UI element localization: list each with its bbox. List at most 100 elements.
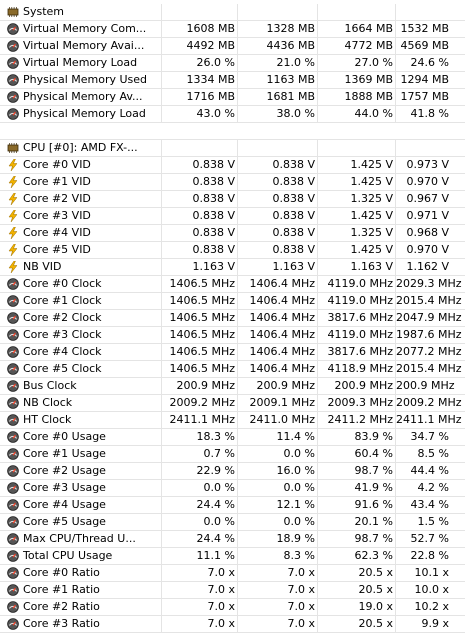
sensor-name-cell: Core #1 Ratio (0, 582, 162, 598)
sensor-row[interactable]: Physical Memory Load 43.0 % 38.0 % 44.0 % 41… (0, 106, 465, 123)
sensor-row[interactable]: Core #0 Clock 1406.5 MHz 1406.4 MHz 4119.0 … (0, 276, 465, 293)
sensor-row[interactable]: Core #3 Clock 1406.5 MHz 1406.4 MHz 4119.0 … (0, 327, 465, 344)
sensor-label: Core #0 Usage (23, 430, 106, 443)
sensor-row[interactable]: NB Clock 2009.2 MHz 2009.1 MHz 2009.3 MHz 20… (0, 395, 465, 412)
minimum-value: 0.838 V (238, 208, 318, 224)
group-header-row[interactable]: System (0, 4, 465, 21)
sensor-row[interactable]: Virtual Memory Avai... 4492 MB 4436 MB 4772… (0, 38, 465, 55)
maximum-value: 98.7 % (318, 531, 396, 547)
sensor-row[interactable]: Core #4 Clock 1406.5 MHz 1406.4 MHz 3817.6 … (0, 344, 465, 361)
sensor-row[interactable]: Core #5 VID 0.838 V 0.838 V 1.425 V 0.970 V (0, 242, 465, 259)
sensor-row[interactable]: Core #3 VID 0.838 V 0.838 V 1.425 V 0.971 V (0, 208, 465, 225)
sensor-label: Core #4 Usage (23, 498, 106, 511)
maximum-value: 4118.9 MHz (318, 361, 396, 377)
sensor-row[interactable]: Core #1 Usage 0.7 % 0.0 % 60.4 % 8.5 % (0, 446, 465, 463)
average-value: 41.8 % (410, 107, 449, 120)
sensor-row[interactable]: Physical Memory Used 1334 MB 1163 MB 1369 M… (0, 72, 465, 89)
sensor-row[interactable]: Core #1 Ratio 7.0 x 7.0 x 20.5 x 10.0 x (0, 582, 465, 599)
sensor-row[interactable]: Core #1 Clock 1406.5 MHz 1406.4 MHz 4119.0 … (0, 293, 465, 310)
sensor-row[interactable]: Virtual Memory Load 26.0 % 21.0 % 27.0 % 24.… (0, 55, 465, 72)
clock-gauge-icon (7, 312, 19, 324)
sensor-name-cell: Core #3 Ratio (0, 616, 162, 632)
minimum-value: 1.163 V (238, 259, 318, 275)
sensor-name-cell: System (0, 4, 162, 20)
minimum-value: 0.838 V (238, 242, 318, 258)
sensor-row[interactable]: Core #2 VID 0.838 V 0.838 V 1.325 V 0.967 V (0, 191, 465, 208)
sensor-name-cell: Virtual Memory Load (0, 55, 162, 71)
sensor-row[interactable]: Core #2 Ratio 7.0 x 7.0 x 19.0 x 10.2 x (0, 599, 465, 616)
maximum-value: 1.425 V (318, 242, 396, 258)
current-value: 1406.5 MHz (162, 310, 238, 326)
group-header-row[interactable]: CPU [#0]: AMD FX-... (0, 140, 465, 157)
system-chip-icon (7, 6, 19, 18)
cpu-chip-icon (7, 142, 19, 154)
sensor-row[interactable]: Core #5 Usage 0.0 % 0.0 % 20.1 % 1.5 % (0, 514, 465, 531)
sensor-name-cell: Core #0 Ratio (0, 565, 162, 581)
maximum-value: 1369 MB (318, 72, 396, 88)
sensor-name-cell: Total CPU Usage (0, 548, 162, 564)
sensor-row[interactable]: HT Clock 2411.1 MHz 2411.0 MHz 2411.2 MHz 24… (0, 412, 465, 429)
sensor-row[interactable]: Core #3 Ratio 7.0 x 7.0 x 20.5 x 9.9 x (0, 616, 465, 633)
current-value: 1406.5 MHz (162, 327, 238, 343)
current-value: 0.0 % (162, 514, 238, 530)
current-value: 1406.5 MHz (162, 361, 238, 377)
sensor-row[interactable]: Core #4 VID 0.838 V 0.838 V 1.325 V 0.968 V (0, 225, 465, 242)
sensor-name-cell: NB VID (0, 259, 162, 275)
sensor-name-cell: Physical Memory Used (0, 72, 162, 88)
current-value: 7.0 x (162, 616, 238, 632)
average-value: 200.9 MHz (396, 379, 455, 392)
maximum-value: 60.4 % (318, 446, 396, 462)
maximum-value: 1.425 V (318, 157, 396, 173)
current-value: 22.9 % (162, 463, 238, 479)
sensor-row[interactable]: NB VID 1.163 V 1.163 V 1.163 V 1.162 V (0, 259, 465, 276)
sensor-row[interactable]: Core #0 Usage 18.3 % 11.4 % 83.9 % 34.7 % (0, 429, 465, 446)
sensor-row[interactable]: Virtual Memory Com... 1608 MB 1328 MB 1664 … (0, 21, 465, 38)
sensor-row[interactable]: Core #0 VID 0.838 V 0.838 V 1.425 V 0.973 V (0, 157, 465, 174)
sensor-name-cell: Core #3 Clock (0, 327, 162, 343)
usage-gauge-icon (7, 550, 19, 562)
minimum-value: 1406.4 MHz (238, 310, 318, 326)
sensor-name-cell: Core #0 Clock (0, 276, 162, 292)
maximum-value (318, 140, 396, 156)
sensor-row[interactable]: Core #0 Ratio 7.0 x 7.0 x 20.5 x 10.1 x (0, 565, 465, 582)
sensor-row[interactable]: Physical Memory Av... 1716 MB 1681 MB 1888 … (0, 89, 465, 106)
maximum-value: 62.3 % (318, 548, 396, 564)
sensor-row[interactable]: Core #2 Usage 22.9 % 16.0 % 98.7 % 44.4 % (0, 463, 465, 480)
voltage-bolt-icon (7, 158, 19, 172)
sensor-label: Physical Memory Av... (23, 90, 143, 103)
sensor-row[interactable]: Total CPU Usage 11.1 % 8.3 % 62.3 % 22.8 % (0, 548, 465, 565)
current-value: 0.838 V (162, 242, 238, 258)
sensor-row[interactable]: Core #4 Usage 24.4 % 12.1 % 91.6 % 43.4 % (0, 497, 465, 514)
average-value: 2015.4 MHz (396, 294, 462, 307)
maximum-value: 1.425 V (318, 174, 396, 190)
sensor-row[interactable]: Core #1 VID 0.838 V 0.838 V 1.425 V 0.970 V (0, 174, 465, 191)
maximum-value: 41.9 % (318, 480, 396, 496)
sensor-label: NB Clock (23, 396, 73, 409)
minimum-value: 8.3 % (238, 548, 318, 564)
average-value: 2411.1 MHz (396, 413, 462, 426)
average-value: 10.0 x (414, 583, 450, 596)
minimum-value: 200.9 MHz (238, 378, 318, 394)
memory-gauge-icon (7, 57, 19, 69)
average-value: 44.4 % (410, 464, 449, 477)
sensor-row[interactable]: Core #5 Clock 1406.5 MHz 1406.4 MHz 4118.9 … (0, 361, 465, 378)
sensor-label: Core #1 VID (23, 175, 91, 188)
maximum-value: 2411.2 MHz (318, 412, 396, 428)
minimum-value: 11.4 % (238, 429, 318, 445)
maximum-value: 91.6 % (318, 497, 396, 513)
sensor-row[interactable]: Core #2 Clock 1406.5 MHz 1406.4 MHz 3817.6 … (0, 310, 465, 327)
sensor-row[interactable]: Bus Clock 200.9 MHz 200.9 MHz 200.9 MHz 200.… (0, 378, 465, 395)
sensor-row[interactable]: Max CPU/Thread U... 24.4 % 18.9 % 98.7 % 52.… (0, 531, 465, 548)
sensor-label: Physical Memory Used (23, 73, 148, 86)
sensor-label: Core #0 Ratio (23, 566, 100, 579)
average-value: 2029.3 MHz (396, 277, 462, 290)
memory-gauge-icon (7, 91, 19, 103)
sensor-label: Core #4 VID (23, 226, 91, 239)
maximum-value: 4119.0 MHz (318, 276, 396, 292)
current-value: 24.4 % (162, 531, 238, 547)
sensor-row[interactable]: Core #3 Usage 0.0 % 0.0 % 41.9 % 4.2 % (0, 480, 465, 497)
minimum-value: 1406.4 MHz (238, 327, 318, 343)
voltage-bolt-icon (7, 243, 19, 257)
average-value: 0.967 V (406, 192, 449, 205)
memory-gauge-icon (7, 23, 19, 35)
